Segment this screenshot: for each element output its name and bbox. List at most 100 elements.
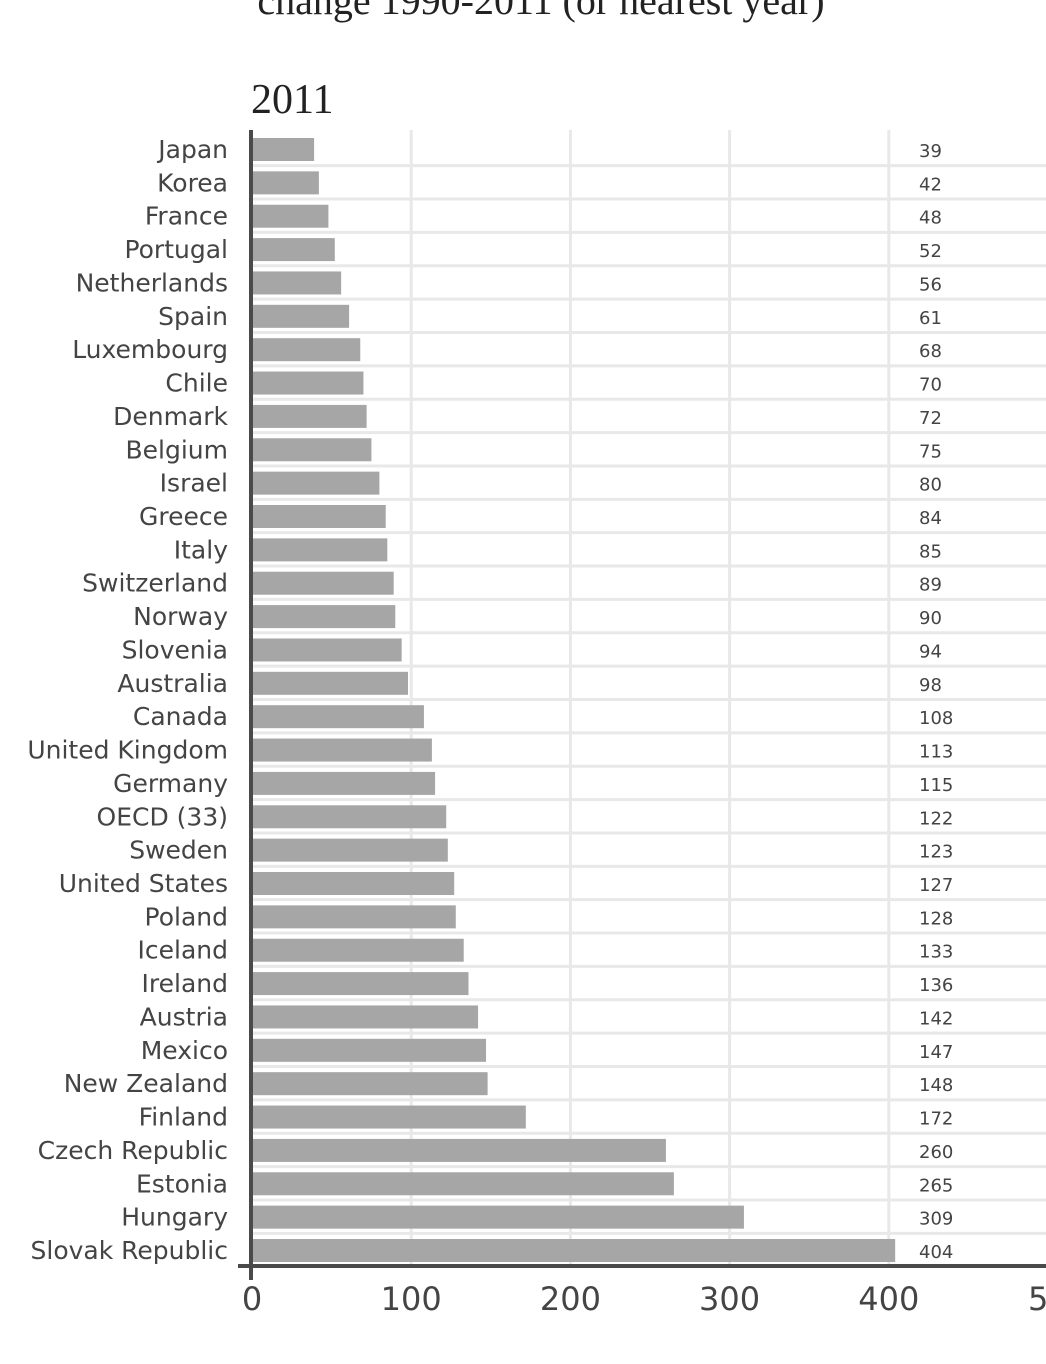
bar <box>252 1172 674 1196</box>
x-tick-label: 300 <box>699 1280 760 1318</box>
value-label: 75 <box>919 441 942 462</box>
category-label: Mexico <box>141 1036 228 1065</box>
category-label: Belgium <box>126 435 229 464</box>
bar <box>252 271 342 295</box>
bar <box>252 304 350 328</box>
bar <box>252 538 388 562</box>
bar <box>252 1239 896 1262</box>
bar <box>252 938 464 962</box>
value-label: 172 <box>919 1109 953 1130</box>
category-label: Norway <box>133 602 228 631</box>
value-label: 133 <box>919 942 953 963</box>
category-label: Portugal <box>124 235 228 264</box>
bars <box>252 138 896 1262</box>
category-label: Korea <box>157 168 228 197</box>
value-label: 265 <box>919 1175 953 1196</box>
x-tick-label: 0 <box>242 1280 262 1318</box>
category-label: Canada <box>133 702 228 731</box>
value-label: 94 <box>919 641 942 662</box>
value-label: 309 <box>919 1209 953 1230</box>
category-label: United Kingdom <box>27 736 228 765</box>
bar <box>252 204 329 228</box>
value-label: 48 <box>919 208 942 229</box>
value-label: 52 <box>919 241 942 262</box>
x-tick-label: 50 <box>1028 1280 1046 1318</box>
value-label: 70 <box>919 375 942 396</box>
category-label: France <box>145 202 228 231</box>
category-label: Austria <box>140 1002 228 1031</box>
value-label: 122 <box>919 808 953 829</box>
category-label: Switzerland <box>82 569 228 598</box>
value-label: 42 <box>919 174 942 195</box>
bar <box>252 838 448 862</box>
value-label: 80 <box>919 475 942 496</box>
chart-title: change 1990-2011 (or nearest year) <box>257 0 824 23</box>
bar <box>252 905 456 929</box>
category-label: Sweden <box>129 836 228 865</box>
x-tick-label: 400 <box>858 1280 919 1318</box>
bar <box>252 638 402 662</box>
category-label: Australia <box>117 669 228 698</box>
bar <box>252 438 372 462</box>
bar <box>252 171 319 195</box>
category-label: Japan <box>156 135 228 164</box>
value-label: 85 <box>919 541 942 562</box>
value-label: 404 <box>919 1242 953 1263</box>
bar <box>252 872 455 895</box>
value-label: 56 <box>919 274 942 295</box>
category-label: Estonia <box>136 1169 228 1198</box>
category-label: Spain <box>158 302 228 331</box>
category-labels: Japan Korea France Portugal Netherlands Spain… <box>27 135 228 1265</box>
bar <box>252 671 409 695</box>
value-label: 142 <box>919 1008 953 1029</box>
value-labels: 39 42 48 52 56 61 68 70 72 75 80 84 85 89 90 94 98 108 113… <box>919 141 953 1263</box>
category-label: Hungary <box>121 1203 228 1232</box>
bar <box>252 505 386 528</box>
value-label: 68 <box>919 341 942 362</box>
category-label: Slovak Republic <box>31 1236 229 1265</box>
category-label: Luxembourg <box>72 335 228 364</box>
chart-subtitle: 2011 <box>251 77 333 123</box>
category-label: Poland <box>145 902 228 931</box>
value-label: 72 <box>919 408 942 429</box>
bar <box>252 404 367 428</box>
bar <box>252 1005 479 1029</box>
bar <box>252 738 432 762</box>
category-label: Netherlands <box>76 268 228 297</box>
bar <box>252 972 469 996</box>
category-label: Denmark <box>113 402 228 431</box>
category-label: New Zealand <box>64 1069 228 1098</box>
category-label: United States <box>59 869 228 898</box>
value-label: 113 <box>919 742 953 763</box>
category-label: Ireland <box>142 969 228 998</box>
bar <box>252 1105 526 1129</box>
x-tick-labels: 0 100 200 300 400 50 <box>242 1280 1046 1318</box>
value-label: 98 <box>919 675 942 696</box>
category-label: Israel <box>160 469 228 498</box>
value-label: 123 <box>919 842 953 863</box>
bar <box>252 1072 488 1096</box>
bar <box>252 771 436 795</box>
bar <box>252 1038 487 1062</box>
bar <box>252 338 361 362</box>
value-label: 108 <box>919 708 953 729</box>
bar <box>252 371 364 395</box>
bar <box>252 138 315 161</box>
bar <box>252 705 424 729</box>
category-label: Italy <box>174 535 228 564</box>
category-label: Czech Republic <box>38 1136 228 1165</box>
x-tick-label: 100 <box>381 1280 442 1318</box>
category-label: Germany <box>113 769 228 798</box>
bar <box>252 1205 744 1229</box>
category-label: Iceland <box>138 936 228 965</box>
category-label: Finland <box>139 1103 228 1132</box>
value-label: 148 <box>919 1075 953 1096</box>
bar <box>252 605 396 629</box>
value-label: 127 <box>919 875 953 896</box>
value-label: 128 <box>919 908 953 929</box>
category-label: Greece <box>139 502 228 531</box>
bar <box>252 1138 666 1162</box>
value-label: 115 <box>919 775 953 796</box>
value-label: 61 <box>919 308 942 329</box>
